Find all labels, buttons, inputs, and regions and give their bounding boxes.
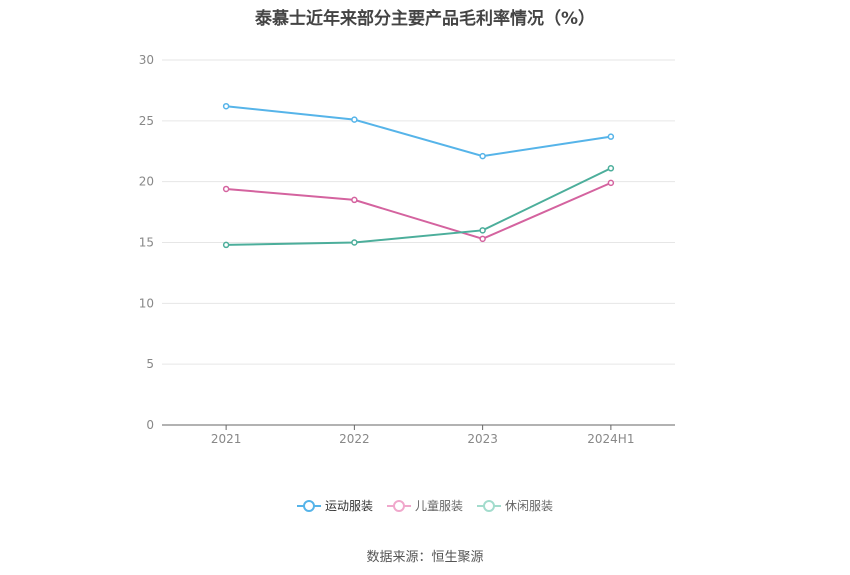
data-point[interactable]	[351, 196, 358, 204]
legend-item[interactable]: 休闲服装	[477, 497, 553, 514]
legend: 运动服装 儿童服装 休闲服装	[0, 497, 850, 514]
x-tick-label: 2024H1	[587, 432, 634, 446]
data-point[interactable]	[222, 241, 230, 249]
data-point[interactable]	[607, 133, 615, 140]
chart-title: 泰慕士近年来部分主要产品毛利率情况（%）	[254, 9, 596, 29]
y-axis-ticks: 0 5 10 15 20 25 30	[139, 53, 154, 432]
legend-marker-icon	[296, 499, 321, 512]
x-axis: 2021 2022 2023 2024H1	[162, 424, 675, 446]
data-point[interactable]	[222, 102, 230, 110]
legend-label: 运动服装	[324, 499, 373, 513]
x-tick-label: 2022	[339, 432, 370, 446]
y-tick-label: 0	[146, 418, 154, 432]
series-lines	[222, 102, 615, 249]
data-point[interactable]	[351, 239, 358, 246]
legend-marker-icon	[386, 499, 411, 512]
y-tick-label: 25	[139, 114, 154, 128]
y-tick-label: 5	[146, 357, 154, 371]
y-tick-label: 30	[139, 53, 154, 67]
legend-label: 休闲服装	[505, 499, 554, 513]
legend-marker-icon	[477, 499, 501, 512]
legend-item[interactable]: 儿童服装	[386, 497, 463, 514]
legend-label: 儿童服装	[414, 499, 463, 513]
grid-lines	[162, 59, 675, 365]
series-line	[226, 105, 612, 158]
data-point[interactable]	[351, 116, 358, 123]
series-line	[226, 167, 612, 246]
data-point[interactable]	[479, 235, 486, 243]
x-tick-label: 2023	[467, 432, 498, 446]
series-group	[222, 165, 615, 249]
data-point[interactable]	[607, 179, 615, 187]
series-line	[226, 181, 612, 240]
series-group	[222, 179, 615, 243]
y-tick-label: 10	[139, 296, 154, 310]
data-point[interactable]	[479, 227, 486, 234]
data-point[interactable]	[607, 165, 615, 172]
legend-item[interactable]: 运动服装	[296, 497, 373, 514]
y-tick-label: 20	[139, 175, 154, 189]
y-tick-label: 15	[139, 236, 154, 250]
line-chart: 0 5 10 15 20 25 30 2021 2022 2023 2024H1	[139, 53, 675, 446]
series-group	[222, 102, 615, 160]
data-source-note: 数据来源：恒生聚源	[366, 550, 484, 565]
x-tick-label: 2021	[211, 432, 242, 446]
data-point[interactable]	[222, 185, 230, 193]
data-point[interactable]	[479, 152, 486, 160]
